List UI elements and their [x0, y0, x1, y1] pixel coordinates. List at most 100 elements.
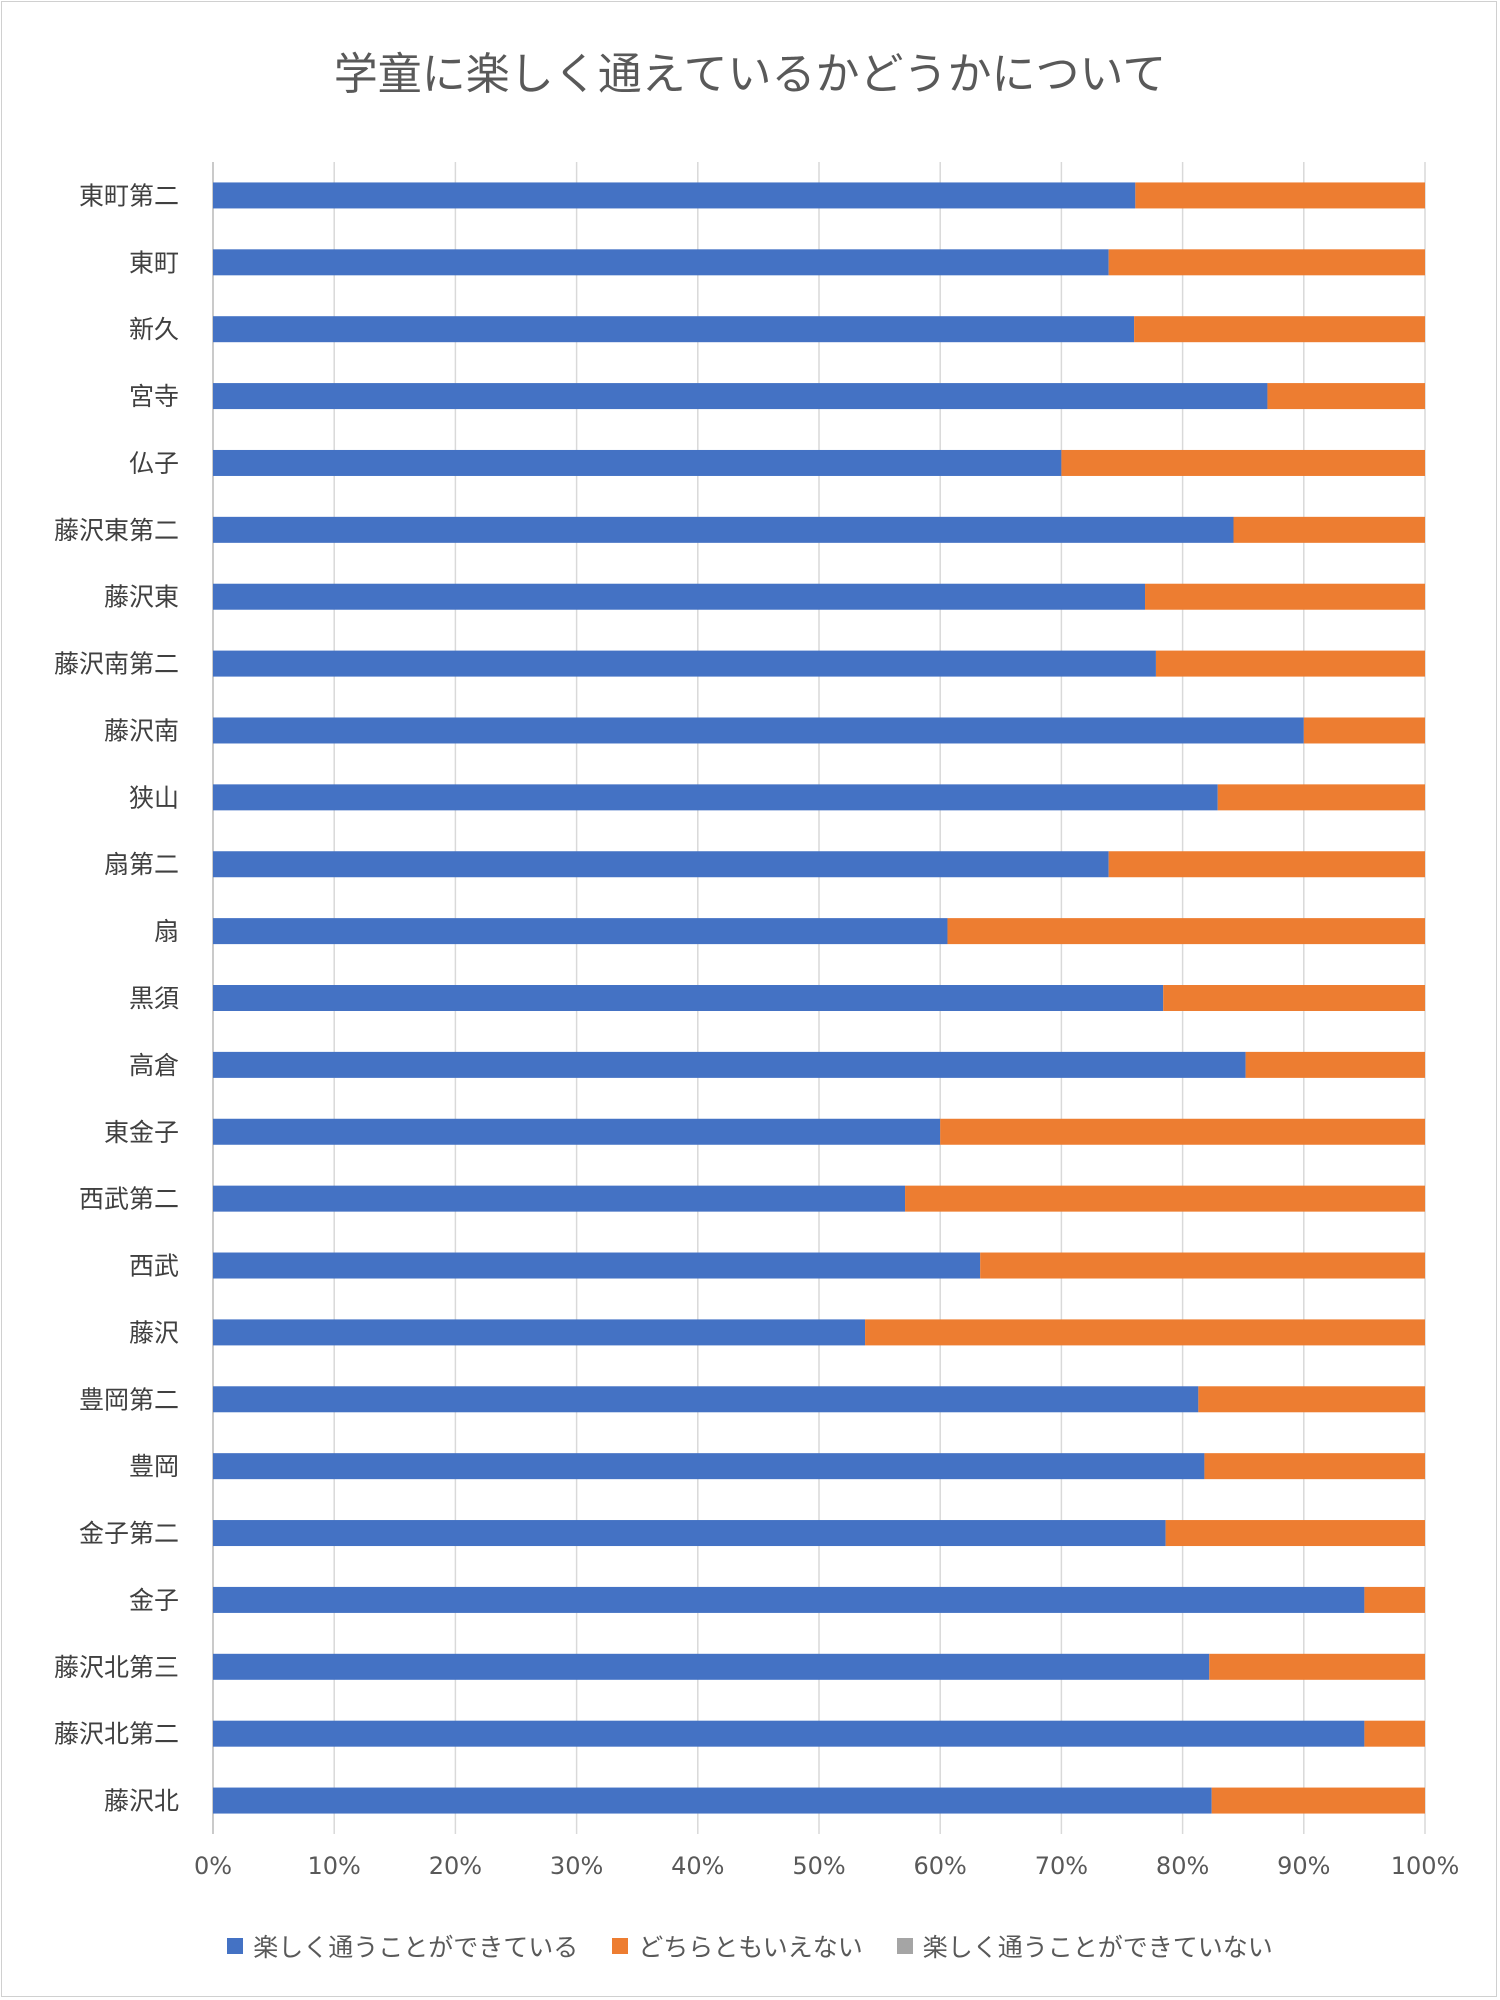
bar-segment-series-1: [213, 851, 1109, 878]
bar-segment-series-1: [213, 516, 1234, 543]
legend: 楽しく通うことができている どちらともいえない 楽しく通うことができていない: [0, 1928, 1500, 1964]
category-label: 扇第二: [104, 850, 179, 879]
x-tick-label: 90%: [1277, 1852, 1330, 1880]
bar-segment-series-1: [213, 1586, 1365, 1613]
bar-segment-series-2: [1233, 516, 1425, 543]
category-label: 高倉: [129, 1051, 179, 1080]
bar-segment-series-2: [1245, 1051, 1425, 1078]
category-label: 藤沢: [129, 1318, 179, 1347]
bar-segment-series-2: [1165, 1520, 1425, 1547]
category-label: 藤沢北第二: [54, 1720, 179, 1749]
bars: [213, 182, 1425, 1814]
x-tick-label: 0%: [194, 1852, 232, 1880]
bar-segment-series-2: [1108, 851, 1425, 878]
bar-segment-series-1: [213, 316, 1135, 343]
legend-item: どちらともいえない: [612, 1928, 863, 1964]
x-tick-label: 80%: [1156, 1852, 1209, 1880]
category-label: 豊岡: [129, 1452, 179, 1481]
bar-segment-series-2: [940, 1118, 1425, 1145]
bar-segment-series-1: [213, 249, 1109, 276]
bar-segment-series-1: [213, 650, 1156, 677]
bar-segment-series-2: [947, 918, 1425, 945]
bar-segment-series-1: [213, 985, 1164, 1011]
x-tick-label: 60%: [914, 1852, 967, 1880]
x-tick-label: 70%: [1035, 1852, 1088, 1880]
bar-segment-series-1: [213, 784, 1218, 811]
category-label: 藤沢東第二: [54, 516, 179, 545]
bar-segment-series-1: [213, 583, 1146, 610]
category-label: 藤沢北第三: [54, 1653, 179, 1682]
bar-segment-series-2: [1204, 1453, 1425, 1480]
bar-segment-series-2: [980, 1252, 1425, 1279]
bar-segment-series-1: [213, 1720, 1365, 1747]
x-tick-label: 40%: [671, 1852, 724, 1880]
bar-segment-series-2: [1364, 1586, 1425, 1613]
bar-segment-series-2: [905, 1185, 1425, 1212]
category-label: 西武第二: [79, 1185, 179, 1214]
bar-segment-series-2: [865, 1319, 1425, 1346]
legend-item: 楽しく通うことができている: [227, 1928, 578, 1964]
plot-area: 東町第二東町新久宮寺仏子藤沢東第二藤沢東藤沢南第二藤沢南狭山扇第二扇黒須高倉東金…: [54, 162, 1459, 1880]
bar-segment-series-1: [213, 383, 1268, 410]
category-label: 藤沢東: [104, 583, 179, 612]
bar-segment-series-2: [1134, 316, 1425, 343]
bar-segment-series-1: [213, 1653, 1210, 1680]
category-axis: 東町第二東町新久宮寺仏子藤沢東第二藤沢東藤沢南第二藤沢南狭山扇第二扇黒須高倉東金…: [54, 181, 179, 1815]
x-tick-label: 20%: [429, 1852, 482, 1880]
category-label: 金子: [129, 1586, 179, 1615]
bar-segment-series-1: [213, 1051, 1246, 1078]
bar-segment-series-2: [1135, 182, 1425, 209]
bar-segment-series-1: [213, 1453, 1205, 1480]
x-tick-label: 100%: [1391, 1852, 1460, 1880]
legend-label: どちらともいえない: [638, 1933, 863, 1962]
bar-segment-series-2: [1061, 449, 1425, 476]
x-tick-label: 50%: [792, 1852, 845, 1880]
bar-segment-series-2: [1217, 784, 1425, 811]
bar-segment-series-1: [213, 449, 1062, 476]
x-tick-label: 10%: [308, 1852, 361, 1880]
category-label: 東町第二: [79, 181, 179, 210]
bar-segment-series-2: [1108, 249, 1425, 276]
category-label: 黒須: [129, 984, 179, 1013]
bar-segment-series-1: [213, 1319, 866, 1346]
bar-segment-series-1: [213, 182, 1136, 209]
category-label: 狭山: [129, 783, 179, 812]
chart-title: 学童に楽しく通えているかどうかについて: [333, 49, 1167, 100]
category-label: 豊岡第二: [79, 1385, 179, 1414]
category-label: 宮寺: [129, 382, 179, 411]
bar-segment-series-2: [1303, 717, 1425, 744]
category-label: 仏子: [129, 449, 179, 478]
bar-segment-series-1: [213, 1118, 941, 1145]
legend-swatch: [612, 1938, 629, 1954]
category-label: 扇: [154, 917, 179, 946]
bar-segment-series-2: [1145, 583, 1425, 610]
category-label: 西武: [129, 1252, 179, 1281]
legend-label: 楽しく通うことができている: [253, 1933, 579, 1962]
legend-swatch: [227, 1938, 244, 1954]
bar-segment-series-1: [213, 1787, 1212, 1814]
category-label: 藤沢南: [104, 716, 179, 745]
bar-segment-series-1: [213, 1520, 1166, 1547]
category-label: 新久: [129, 315, 179, 344]
bar-segment-series-1: [213, 717, 1304, 744]
legend-item: 楽しく通うことができていない: [896, 1928, 1273, 1964]
bar-segment-series-1: [213, 1386, 1199, 1413]
category-label: 東町: [129, 248, 179, 277]
bar-segment-series-1: [213, 918, 948, 945]
value-axis: 0% 10% 20% 30% 40% 50% 60% 70% 80% 90% 100%: [194, 1852, 1459, 1880]
bar-segment-series-2: [1211, 1787, 1425, 1814]
category-label: 藤沢北: [104, 1787, 179, 1816]
category-label: 藤沢南第二: [54, 650, 179, 679]
bar-segment-series-1: [213, 1252, 981, 1279]
bar-segment-series-2: [1198, 1386, 1425, 1413]
bar-segment-series-2: [1267, 383, 1425, 410]
category-label: 東金子: [104, 1118, 179, 1147]
bar-segment-series-2: [1163, 985, 1425, 1011]
bar-segment-series-2: [1155, 650, 1425, 677]
x-tick-label: 30%: [550, 1852, 603, 1880]
bar-segment-series-2: [1364, 1720, 1425, 1747]
category-label: 金子第二: [79, 1519, 179, 1548]
legend-swatch: [896, 1938, 913, 1954]
bar-segment-series-1: [213, 1185, 906, 1212]
bar-segment-series-2: [1209, 1653, 1425, 1680]
